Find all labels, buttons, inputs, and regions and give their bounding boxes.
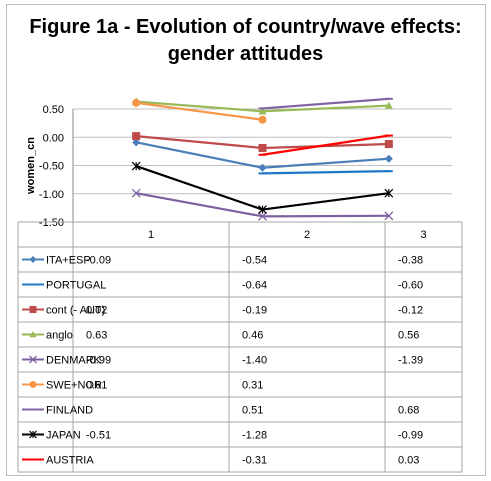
legend-entry: anglo (46, 330, 73, 342)
marker-square (258, 143, 267, 152)
data-label: -0.38 (398, 255, 423, 267)
legend-entry: cont (- AUT) (46, 305, 105, 317)
marker-star (29, 430, 37, 439)
legend-entry: FINLAND (46, 405, 93, 417)
data-label: -0.51 (86, 430, 111, 442)
series-line (136, 101, 263, 121)
y-tick-label: -0.50 (39, 161, 64, 173)
data-label: -0.60 (398, 280, 423, 292)
marker-square (29, 306, 37, 313)
series-line (262, 134, 389, 156)
data-label: -1.39 (398, 355, 423, 367)
data-label: 0.03 (398, 455, 419, 467)
marker-square (384, 140, 393, 149)
y-tick-label: -1.50 (39, 217, 64, 229)
legend-entry: ITA+ESP (46, 255, 91, 267)
marker-triangle (29, 331, 37, 338)
data-label: -0.54 (242, 255, 267, 267)
marker-x (258, 211, 267, 221)
x-category-label: 1 (148, 229, 154, 241)
data-label: -0.64 (242, 280, 267, 292)
data-label: 0.02 (86, 305, 107, 317)
y-tick-label: 0.50 (43, 104, 64, 116)
marker-x (131, 188, 141, 198)
marker-square (132, 132, 141, 141)
marker-diamond (384, 154, 393, 163)
data-label: -0.12 (398, 305, 423, 317)
chart-subtitle: gender attitudes (167, 43, 324, 65)
data-label: -1.40 (242, 355, 267, 367)
y-tick-label: -1.00 (39, 189, 64, 201)
legend-entry: PORTUGAL (46, 280, 106, 292)
marker-diamond (132, 138, 141, 147)
marker-circle (132, 98, 141, 107)
data-label: 0.31 (242, 380, 263, 392)
data-label: 0.56 (398, 330, 419, 342)
data-label: 0.51 (242, 405, 263, 417)
data-label: 0.63 (86, 330, 107, 342)
marker-x (29, 355, 37, 364)
chart-title-block: Figure 1a - Evolution of country/wave ef… (0, 14, 491, 68)
marker-circle (29, 381, 37, 388)
y-tick-label: 0.00 (43, 132, 64, 144)
data-label: 0.68 (398, 405, 419, 417)
data-label: -0.09 (86, 255, 111, 267)
marker-diamond (258, 163, 267, 172)
legend-entry: JAPAN (46, 430, 81, 442)
marker-star (384, 188, 394, 198)
marker-diamond (29, 256, 37, 263)
legend-entry: AUSTRIA (46, 455, 94, 467)
series-line (262, 97, 389, 110)
marker-star (258, 205, 267, 214)
marker-triangle (384, 101, 393, 109)
data-label: -0.19 (242, 305, 267, 317)
marker-triangle (258, 107, 267, 115)
chart-title: Figure 1a - Evolution of country/wave ef… (29, 16, 462, 38)
marker-circle (258, 115, 267, 124)
data-label: -0.31 (242, 455, 267, 467)
x-category-label: 2 (304, 229, 310, 241)
legend-entry: SWE+NOR (46, 380, 102, 392)
series-line (262, 170, 389, 175)
data-label: -0.99 (398, 430, 423, 442)
data-label: -0.99 (86, 355, 111, 367)
legend-entry: DENMARK (46, 355, 102, 367)
x-category-label: 3 (420, 229, 426, 241)
y-axis-title: women_cn (25, 137, 37, 195)
data-label: -1.28 (242, 430, 267, 442)
data-label: 0.61 (86, 380, 107, 392)
marker-x (384, 211, 394, 221)
data-label: 0.46 (242, 330, 263, 342)
marker-star (131, 161, 141, 171)
